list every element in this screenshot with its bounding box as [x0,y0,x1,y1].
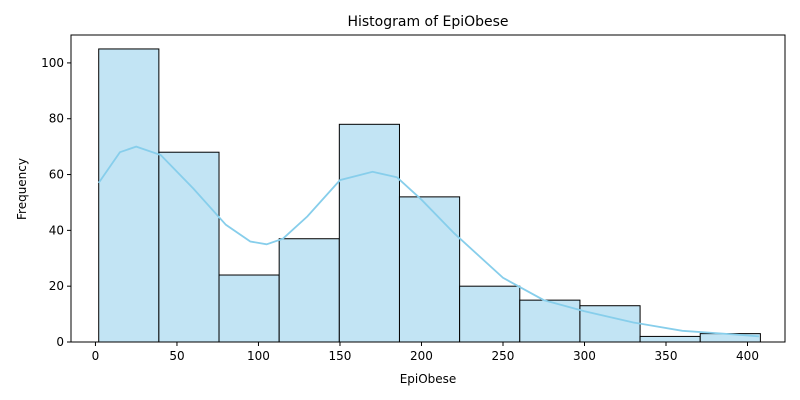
histogram-bar-8 [519,299,581,343]
histogram-bar-1 [98,48,160,343]
x-axis-ticks: 0 50 100 150 200 250 300 350 400 [92,342,759,363]
histogram-bar-9 [579,305,641,343]
x-tick-label: 0 [92,349,100,363]
y-tick-label: 60 [49,168,64,182]
x-tick-label: 100 [247,349,270,363]
histogram-bar-10 [639,335,701,343]
chart-title: Histogram of EpiObese [347,14,508,30]
y-tick-label: 80 [49,112,64,126]
x-tick-label: 300 [573,349,596,363]
histogram-bar-3 [218,274,280,343]
x-tick-label: 50 [169,349,184,363]
histogram-bar-4 [278,238,340,343]
x-tick-label: 250 [492,349,515,363]
histogram-bar-6 [398,196,461,343]
x-tick-label: 350 [655,349,678,363]
x-tick-label: 150 [329,349,352,363]
y-tick-label: 100 [41,56,64,70]
y-tick-label: 0 [56,335,64,349]
kde-curve [97,145,759,338]
y-axis-ticks: 0 20 40 60 80 100 [41,56,71,349]
histogram-bar-2 [158,151,220,343]
x-tick-label: 400 [736,349,759,363]
x-tick-label: 200 [410,349,433,363]
x-axis-label: EpiObese [400,372,457,386]
bars-group [98,48,761,343]
y-tick-label: 20 [49,279,64,293]
y-tick-label: 40 [49,223,64,237]
histogram-bar-7 [459,285,521,343]
y-axis-label: Frequency [15,158,29,220]
plot-frame [70,34,786,343]
histogram-bar-5 [338,123,400,343]
